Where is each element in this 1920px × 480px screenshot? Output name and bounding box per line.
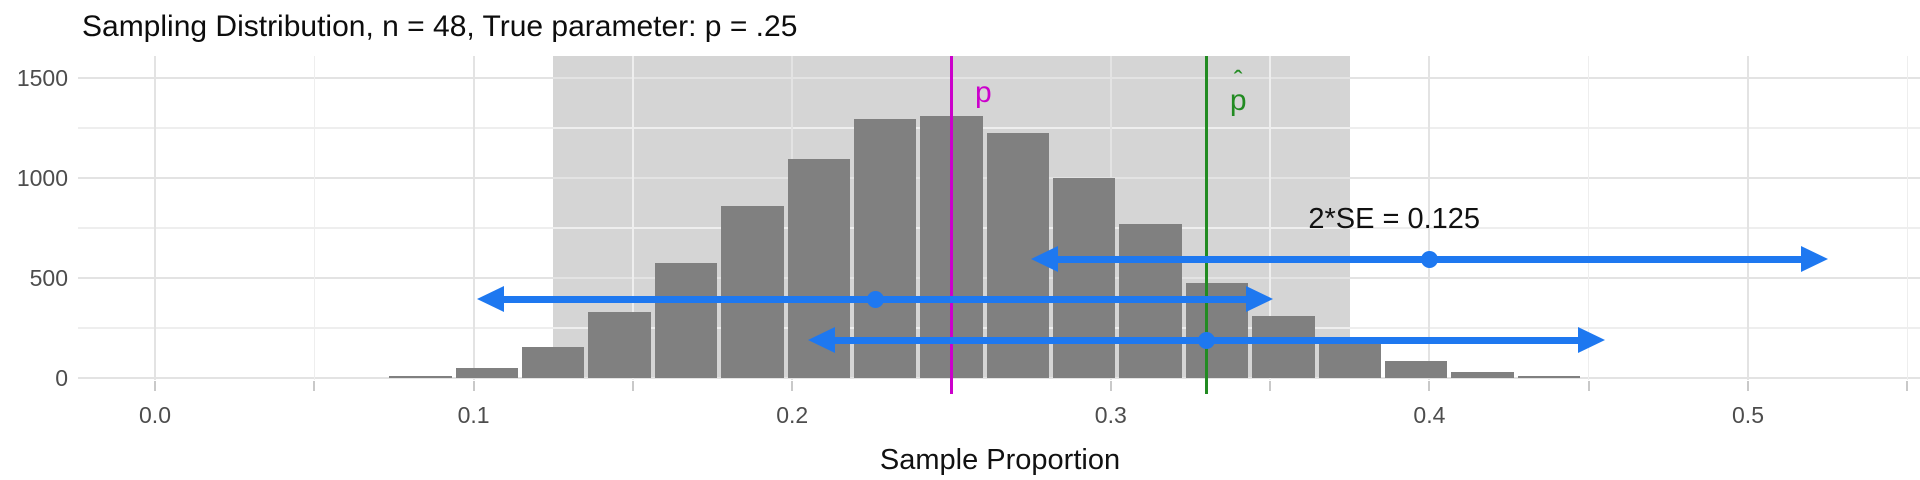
x-axis-tick: [1906, 381, 1909, 391]
true-p-line-label: p: [975, 76, 992, 109]
histogram-bar: [1517, 376, 1580, 378]
p-hat-line-label: ˆ p: [1229, 65, 1247, 117]
histogram-bar: [389, 376, 452, 378]
gridline-y-minor: [78, 127, 1920, 129]
arrowhead-right-icon: [1577, 327, 1605, 353]
histogram-bar: [588, 312, 651, 378]
y-tick-label: 0: [55, 365, 68, 391]
histogram-bar: [522, 347, 585, 378]
gridline-x-minor: [1269, 56, 1271, 380]
histogram-bar: [1451, 372, 1514, 378]
x-axis-tick: [472, 381, 475, 391]
gridline-x-minor: [1587, 56, 1590, 380]
x-tick-label: 0.5: [1732, 402, 1764, 428]
x-axis-tick: [1747, 381, 1749, 391]
gridline-x-minor: [632, 56, 634, 380]
chart-title: Sampling Distribution, n = 48, True para…: [82, 10, 798, 43]
true-p-line: [950, 56, 953, 394]
x-axis-tick: [154, 381, 156, 391]
histogram-bar: [1053, 178, 1116, 378]
x-tick-label: 0.1: [457, 402, 490, 428]
gridline-y-major: [78, 377, 1920, 379]
gridline-x-minor: [313, 56, 316, 380]
histogram-bar: [854, 119, 917, 378]
arrowhead-right-icon: [1800, 246, 1828, 272]
y-tick-label: 1500: [16, 65, 68, 91]
histogram-bar: [1384, 361, 1448, 378]
x-axis-tick: [1109, 381, 1112, 391]
gridline-x-major: [1747, 56, 1749, 380]
arrowhead-left-icon: [476, 286, 504, 312]
y-tick-label: 500: [29, 265, 68, 291]
sample-proportion-dot: [866, 290, 884, 308]
gridline-x-major: [154, 56, 156, 380]
gridline-x-minor: [1906, 56, 1909, 380]
y-tick-label: 1000: [16, 165, 68, 191]
x-tick-label: 0.3: [1094, 402, 1127, 428]
sample-proportion-dot: [1420, 250, 1438, 268]
x-axis-tick: [313, 381, 316, 391]
x-axis-tick: [1428, 381, 1431, 391]
x-tick-label: 0.0: [139, 402, 171, 428]
x-axis-tick: [1269, 381, 1272, 391]
gridline-x-major: [1428, 56, 1431, 380]
p-hat-letter: p: [1229, 84, 1247, 117]
arrowhead-left-icon: [1031, 246, 1059, 272]
p-hat-accent: ˆ: [1233, 65, 1243, 95]
histogram-bar: [1252, 316, 1315, 378]
histogram-bar: [721, 206, 784, 378]
x-axis-tick: [1587, 381, 1590, 391]
histogram-bar: [455, 368, 519, 378]
x-tick-label: 0.4: [1413, 402, 1446, 428]
x-tick-label: 0.2: [776, 402, 809, 428]
gridline-x-major: [472, 56, 475, 380]
gridline-y-major: [78, 77, 1920, 79]
histogram-bar: [654, 263, 718, 378]
arrowhead-left-icon: [808, 327, 836, 353]
x-axis-tick: [631, 381, 634, 391]
x-axis-title: Sample Proportion: [879, 444, 1121, 476]
arrowhead-right-icon: [1246, 286, 1274, 312]
x-axis-tick: [791, 381, 794, 391]
sample-proportion-dot: [1197, 331, 1215, 349]
p-hat-line: [1204, 56, 1208, 394]
se-annotation: 2*SE = 0.125: [1308, 203, 1481, 235]
histogram-bar: [1318, 343, 1381, 378]
